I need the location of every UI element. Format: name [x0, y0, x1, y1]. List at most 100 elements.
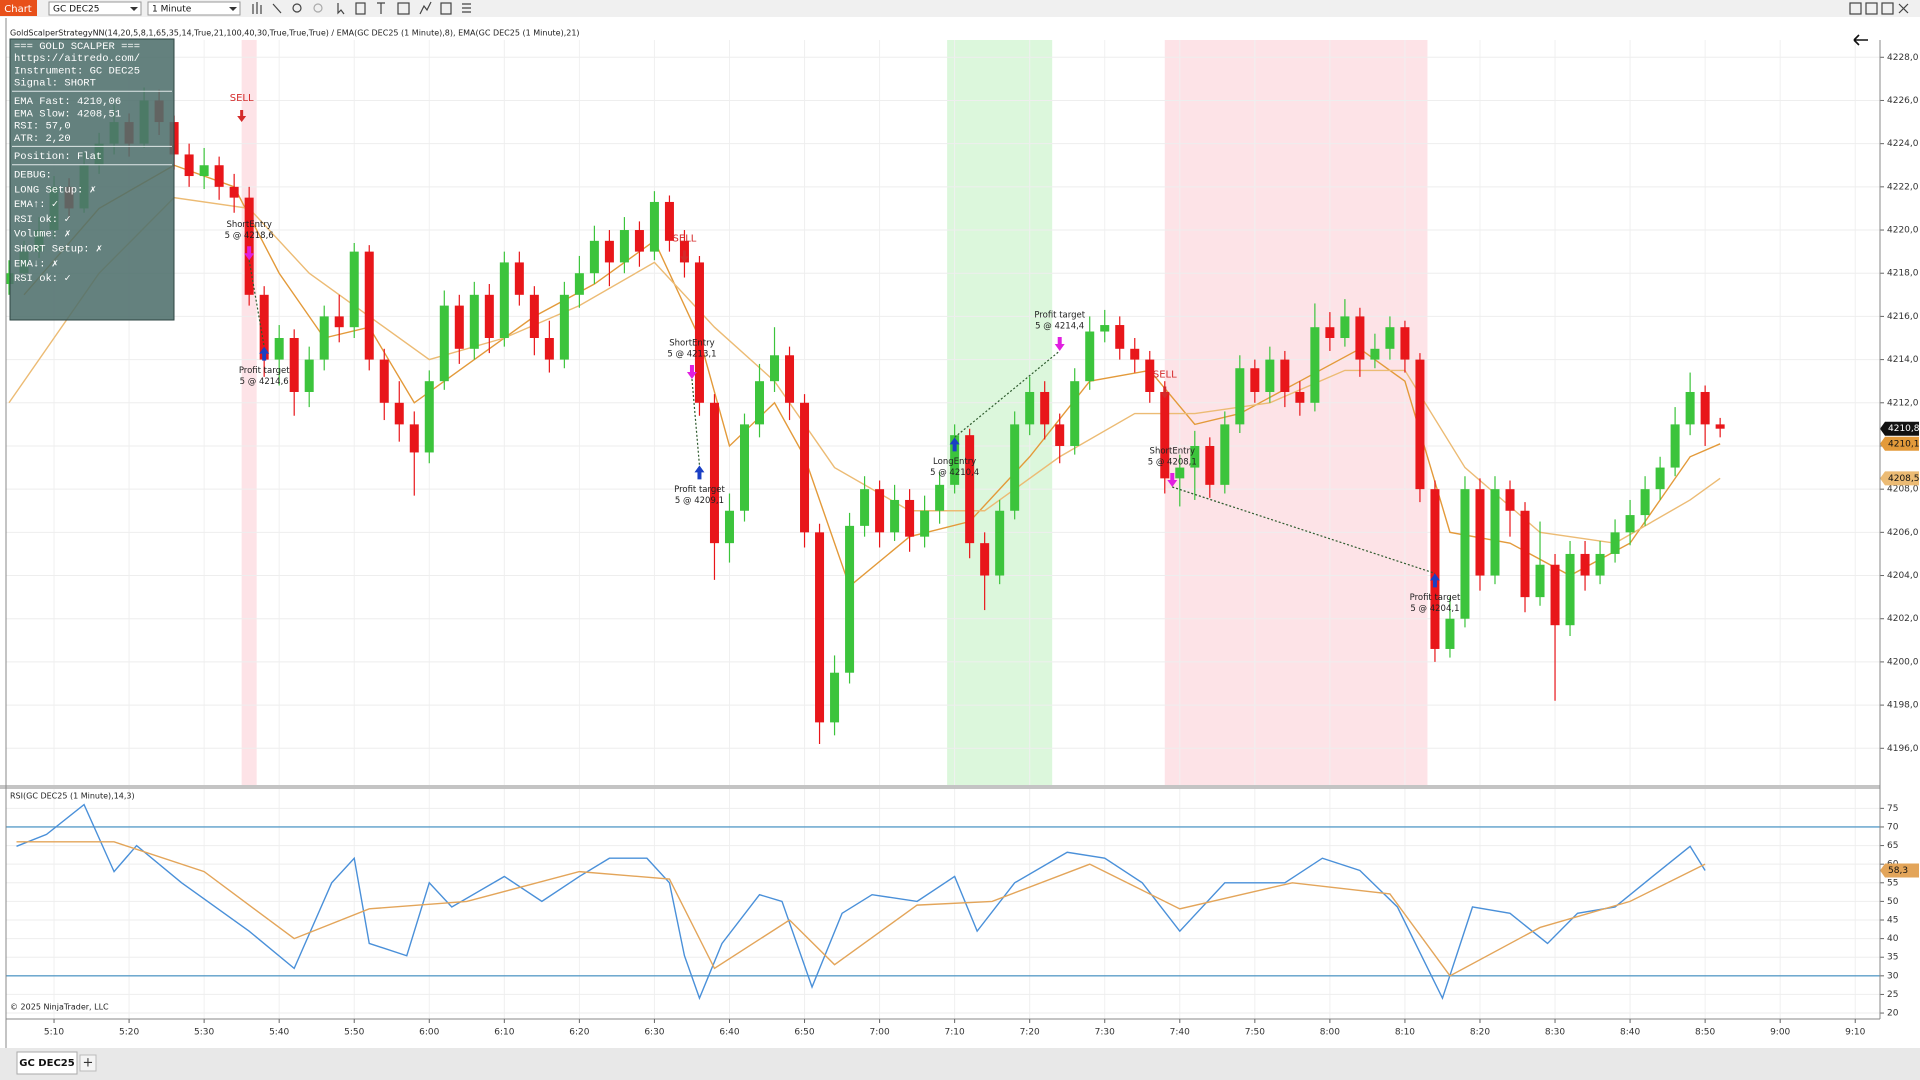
- candle-body: [1280, 359, 1290, 392]
- window-button[interactable]: [1881, 2, 1894, 15]
- x-tick-label: 6:30: [644, 1028, 664, 1038]
- candle-body: [634, 230, 644, 252]
- info-line: DEBUG:: [14, 169, 52, 181]
- signal-arrow: [679, 250, 689, 263]
- candle-body: [1325, 327, 1335, 338]
- x-tick-label: 8:50: [1695, 1028, 1715, 1038]
- candle-body: [815, 532, 825, 723]
- price-badge-label: 58,3: [1888, 866, 1908, 876]
- candle-body: [1580, 553, 1590, 576]
- execution-label: Profit target: [1410, 593, 1461, 603]
- info-line: https://aitredo.com/: [14, 53, 140, 65]
- toolbar: [0, 0, 1920, 17]
- pointer-icon[interactable]: [337, 3, 345, 15]
- candle-body: [800, 402, 810, 533]
- candle-body: [619, 230, 629, 263]
- candle-body: [439, 305, 449, 382]
- y-tick-label: 30: [1887, 971, 1899, 981]
- instrument-tab[interactable]: [16, 1051, 78, 1075]
- strategies-icon[interactable]: [397, 2, 410, 15]
- candle-body: [649, 201, 659, 252]
- candle-body: [694, 262, 704, 403]
- candle-body: [1310, 327, 1320, 403]
- info-line: SHORT Setup: ✗: [14, 243, 102, 255]
- candle-body: [1235, 368, 1245, 425]
- signal-label: SELL: [1153, 369, 1177, 380]
- candle-body: [1160, 391, 1170, 479]
- execution-arrow: [686, 365, 697, 380]
- candle-body: [379, 359, 389, 403]
- candle-body: [589, 240, 599, 274]
- candle-body: [184, 154, 194, 177]
- close-button[interactable]: [1898, 3, 1909, 14]
- back-arrow[interactable]: [1853, 34, 1868, 46]
- add-tab-button[interactable]: [79, 1054, 97, 1072]
- zoom-out-icon[interactable]: [313, 3, 323, 13]
- candle-body: [199, 165, 209, 177]
- candle-body: [1025, 391, 1035, 425]
- candle-body: [1565, 553, 1575, 626]
- candle-body: [965, 435, 975, 544]
- data-box-icon[interactable]: [440, 2, 452, 15]
- candle-body: [1595, 553, 1605, 576]
- x-tick-label: 6:00: [419, 1028, 439, 1038]
- candle-body: [1430, 489, 1440, 649]
- price-badge-label: 4210,8: [1888, 424, 1920, 434]
- candle-body: [1550, 564, 1560, 626]
- list-icon[interactable]: [462, 3, 471, 13]
- y-tick-label: 4228,0: [1887, 53, 1919, 63]
- execution-text: 5 @ 4208,1: [1148, 458, 1197, 468]
- info-line: === GOLD SCALPER ===: [14, 41, 140, 53]
- y-tick-label: 4224,0: [1887, 139, 1919, 149]
- indicators-icon[interactable]: [419, 1, 432, 15]
- info-line: ATR: 2,20: [14, 133, 71, 145]
- candle-body: [1265, 359, 1275, 392]
- candle-body: [1700, 391, 1710, 425]
- candle-body: [1205, 445, 1215, 485]
- candle-body: [574, 273, 584, 295]
- execution-arrow: [244, 246, 255, 261]
- y-tick-label: 45: [1887, 916, 1898, 926]
- interval-dropdown[interactable]: [147, 1, 241, 16]
- window-button[interactable]: [1865, 2, 1878, 15]
- toolbar-icons: [252, 1, 1909, 15]
- price-badge: [1880, 471, 1919, 486]
- candle-body: [1625, 515, 1635, 533]
- candle-body: [1250, 368, 1260, 392]
- signal-arrow: [237, 110, 247, 123]
- execution-text: 5 @ 4214,4: [1035, 321, 1084, 331]
- candle-body: [1610, 532, 1620, 554]
- candle-body: [995, 510, 1005, 576]
- draw-icon[interactable]: [377, 2, 385, 14]
- candle-body: [1010, 424, 1020, 511]
- info-line: EMA Slow: 4208,51: [14, 108, 121, 120]
- instrument-dropdown[interactable]: [48, 1, 142, 16]
- candle-body: [469, 294, 479, 349]
- candle-body: [334, 316, 344, 328]
- candle-body: [274, 338, 284, 360]
- y-tick-label: 4198,0: [1887, 701, 1919, 711]
- x-tick-label: 7:50: [1245, 1028, 1265, 1038]
- execution-arrow: [694, 465, 705, 480]
- candle-body: [1505, 489, 1515, 511]
- pencil-icon[interactable]: [272, 3, 282, 14]
- candle-body: [724, 510, 734, 544]
- window-button[interactable]: [1849, 2, 1862, 15]
- price-badge: [1880, 421, 1919, 436]
- candle-body: [514, 262, 524, 295]
- execution-label: ShortEntry: [1150, 447, 1195, 457]
- zoom-in-icon[interactable]: [292, 3, 302, 13]
- candle-body: [1445, 618, 1455, 649]
- price-badge-label: 4208,5: [1888, 474, 1920, 484]
- candle-body: [1115, 325, 1125, 349]
- signal-label: SELL: [673, 233, 697, 244]
- y-tick-label: 4212,0: [1887, 398, 1919, 408]
- chart-tab[interactable]: [0, 0, 37, 16]
- info-line: Instrument: GC DEC25: [14, 65, 140, 77]
- x-tick-label: 6:20: [569, 1028, 589, 1038]
- properties-icon[interactable]: [355, 2, 366, 15]
- bars-icon[interactable]: [252, 2, 262, 14]
